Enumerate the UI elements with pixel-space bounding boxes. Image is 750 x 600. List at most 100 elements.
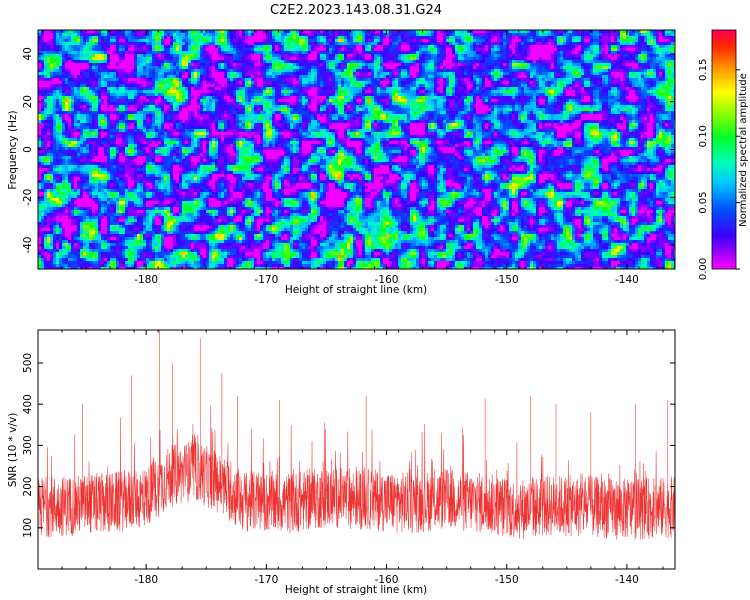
heatmap-cell (269, 69, 273, 73)
heatmap-cell (95, 51, 99, 55)
heatmap-cell (401, 72, 405, 76)
heatmap-cell (599, 69, 603, 73)
heatmap-cell (152, 87, 156, 91)
heatmap-cell (194, 54, 198, 58)
heatmap-cell (269, 99, 273, 103)
heatmap-cell (236, 81, 240, 85)
heatmap-cell (557, 84, 561, 88)
heatmap-cell (464, 87, 468, 91)
heatmap-cell (188, 33, 192, 37)
heatmap-cell (350, 66, 354, 70)
heatmap-cell (353, 78, 357, 82)
heatmap-cell (251, 57, 255, 61)
heatmap-cell (311, 54, 315, 58)
heatmap-cell (242, 93, 246, 97)
heatmap-cell (260, 63, 264, 67)
heatmap-cell (44, 72, 48, 76)
heatmap-cell (260, 93, 264, 97)
heatmap-cell (437, 33, 441, 37)
heatmap-cell (62, 42, 66, 46)
heatmap-cell (65, 90, 69, 94)
heatmap-cell (131, 45, 135, 49)
heatmap-cell (551, 30, 555, 34)
heatmap-cell (131, 69, 135, 73)
heatmap-cell (176, 69, 180, 73)
heatmap-cell (488, 30, 492, 34)
heatmap-cell (608, 30, 612, 34)
heatmap-cell (92, 84, 96, 88)
heatmap-cell (101, 63, 105, 67)
heatmap-cell (119, 99, 123, 103)
heatmap-cell (176, 33, 180, 37)
heatmap-cell (284, 75, 288, 79)
heatmap-cell (602, 57, 606, 61)
heatmap-cell (647, 63, 651, 67)
heatmap-cell (647, 93, 651, 97)
heatmap-cell (194, 75, 198, 79)
heatmap-cell (155, 66, 159, 70)
heatmap-cell (446, 78, 450, 82)
heatmap-cell (239, 54, 243, 58)
heatmap-cell (497, 36, 501, 40)
heatmap-cell (470, 60, 474, 64)
heatmap-cell (635, 66, 639, 70)
heatmap-cell (284, 63, 288, 67)
heatmap-cell (164, 42, 168, 46)
heatmap-cell (530, 81, 534, 85)
heatmap-cell (542, 66, 546, 70)
heatmap-cell (152, 66, 156, 70)
heatmap-cell (200, 90, 204, 94)
heatmap-cell (218, 30, 222, 34)
heatmap-cell (575, 75, 579, 79)
heatmap-cell (257, 33, 261, 37)
heatmap-cell (410, 84, 414, 88)
heatmap-cell (482, 81, 486, 85)
heatmap-cell (248, 66, 252, 70)
heatmap-cell (215, 99, 219, 103)
heatmap-cell (230, 36, 234, 40)
heatmap-cell (518, 39, 522, 43)
heatmap-cell (320, 99, 324, 103)
heatmap-cell (569, 72, 573, 76)
heatmap-cell (566, 66, 570, 70)
heatmap-cell (560, 63, 564, 67)
heatmap-cell (575, 39, 579, 43)
heatmap-cell (161, 54, 165, 58)
heatmap-cell (332, 75, 336, 79)
heatmap-cell (485, 45, 489, 49)
heatmap-cell (77, 54, 81, 58)
heatmap-cell (134, 51, 138, 55)
heatmap-cell (590, 66, 594, 70)
heatmap-cell (461, 42, 465, 46)
heatmap-cell (98, 81, 102, 85)
heatmap-cell (110, 87, 114, 91)
heatmap-cell (224, 99, 228, 103)
heatmap-cell (239, 69, 243, 73)
heatmap-cell (491, 72, 495, 76)
heatmap-cell (302, 54, 306, 58)
heatmap-cell (314, 69, 318, 73)
heatmap-cell (395, 63, 399, 67)
heatmap-cell (479, 90, 483, 94)
heatmap-cell (452, 54, 456, 58)
heatmap-cell (107, 90, 111, 94)
heatmap-cell (308, 36, 312, 40)
heatmap-cell (425, 51, 429, 55)
heatmap-cell (575, 42, 579, 46)
heatmap-cell (557, 42, 561, 46)
heatmap-cell (176, 99, 180, 103)
heatmap-cell (74, 48, 78, 52)
heatmap-cell (59, 30, 63, 34)
heatmap-cell (410, 36, 414, 40)
heatmap-cell (587, 48, 591, 52)
heatmap-cell (152, 69, 156, 73)
heatmap-cell (281, 90, 285, 94)
heatmap-cell (311, 69, 315, 73)
heatmap-cell (320, 60, 324, 64)
heatmap-cell (563, 57, 567, 61)
heatmap-cell (173, 36, 177, 40)
heatmap-cell (167, 57, 171, 61)
heatmap-cell (110, 57, 114, 61)
heatmap-cell (548, 45, 552, 49)
heatmap-cell (59, 60, 63, 64)
